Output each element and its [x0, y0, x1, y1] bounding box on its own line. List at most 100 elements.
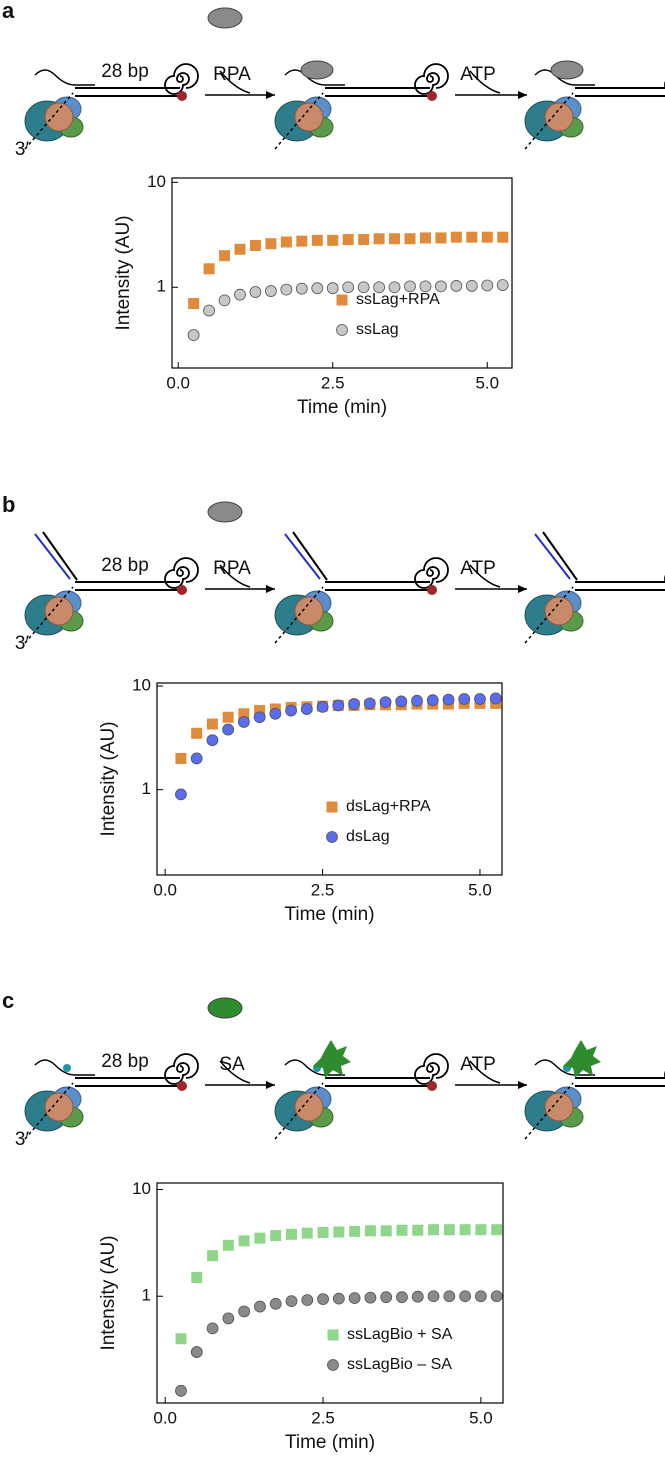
y-tick-label: 1: [142, 1286, 151, 1305]
data-point: [269, 707, 282, 720]
data-point: [317, 1227, 329, 1239]
y-axis-label: Intensity (AU): [113, 215, 134, 330]
schematic-label: SA: [219, 1054, 245, 1075]
data-point: [481, 279, 494, 292]
data-point: [357, 281, 370, 294]
data-point: [342, 281, 355, 294]
dna-dash: [24, 92, 74, 150]
data-point: [404, 233, 416, 245]
protein-blob: [294, 102, 324, 132]
protein-blob: [544, 1092, 574, 1122]
schematic-label: 3′: [15, 633, 30, 654]
x-tick-label: 0.0: [153, 1408, 177, 1427]
data-point: [443, 1290, 456, 1303]
biotin-end: [177, 585, 187, 595]
spiral: [414, 557, 449, 589]
data-point: [206, 718, 218, 730]
legend-marker: [327, 1359, 339, 1371]
data-point: [206, 734, 219, 747]
data-point: [474, 693, 486, 705]
data-point: [458, 693, 471, 705]
arrow-head: [266, 1081, 275, 1089]
data-point: [249, 240, 261, 252]
dna-dash: [524, 586, 574, 644]
data-point: [442, 693, 455, 706]
lagging-strand: [534, 533, 571, 580]
arrow-head: [518, 585, 527, 593]
biotin-end: [427, 91, 437, 101]
data-point: [238, 1305, 251, 1318]
data-point: [435, 280, 447, 293]
protein-blob: [294, 596, 324, 626]
data-point: [419, 280, 432, 293]
data-point: [188, 298, 200, 310]
legend-marker: [336, 294, 348, 306]
schematic-label: ATP: [460, 558, 496, 579]
schematic-label: RPA: [213, 558, 251, 579]
panel-label: a: [2, 0, 15, 23]
spiral: [164, 557, 199, 589]
data-point: [280, 283, 293, 296]
data-point: [364, 1291, 377, 1304]
spiral: [414, 1053, 449, 1085]
data-point: [234, 288, 246, 301]
data-point: [475, 1290, 487, 1303]
data-point: [326, 282, 339, 295]
data-point: [203, 304, 215, 317]
lagging-strand: [542, 531, 578, 581]
data-point: [191, 727, 203, 739]
schematic-label: ATP: [460, 64, 496, 85]
legend-marker: [336, 324, 348, 336]
schematic-label: ATP: [460, 1054, 496, 1075]
data-point: [427, 1290, 440, 1303]
schematic-label: 3′: [15, 1129, 30, 1150]
data-point: [497, 231, 509, 243]
data-point: [203, 263, 215, 275]
panel-label: b: [2, 492, 15, 517]
biotin: [63, 1064, 71, 1072]
data-point: [332, 699, 345, 712]
x-tick-label: 2.5: [311, 880, 335, 899]
data-point: [349, 1225, 361, 1237]
data-point: [301, 1294, 314, 1307]
protein-blob: [294, 1092, 324, 1122]
data-point: [280, 236, 292, 248]
data-point: [295, 282, 308, 295]
biotin-end: [427, 585, 437, 595]
schematic-label: 3′: [15, 139, 30, 160]
data-point: [190, 752, 203, 765]
streptavidin: [313, 1040, 351, 1078]
data-point: [222, 723, 235, 736]
data-point: [327, 234, 339, 246]
data-point: [411, 1290, 424, 1303]
data-point: [207, 1250, 219, 1262]
data-point: [311, 282, 324, 295]
ss-tail: [534, 69, 595, 86]
data-point: [332, 1292, 345, 1305]
data-point: [316, 700, 329, 713]
data-point: [317, 1293, 329, 1306]
legend-marker: [327, 1329, 339, 1341]
data-point: [363, 697, 376, 710]
arrow-head: [518, 1081, 527, 1089]
data-point: [490, 1290, 503, 1303]
data-point: [175, 752, 187, 764]
arrow-head: [266, 91, 275, 99]
ss-tail: [34, 69, 95, 86]
data-point: [187, 329, 200, 341]
x-tick-label: 5.0: [469, 1408, 493, 1427]
arrow-head: [266, 585, 275, 593]
y-tick-label: 10: [132, 676, 151, 695]
data-point: [269, 1297, 282, 1310]
data-point: [443, 1224, 455, 1236]
rpa: [550, 60, 584, 80]
dna-dash: [274, 92, 324, 150]
data-point: [300, 703, 313, 715]
spiral: [164, 63, 199, 95]
curved-arrow: [469, 70, 501, 94]
data-point: [175, 1333, 187, 1345]
lagging-strand: [292, 531, 328, 581]
data-point: [450, 280, 463, 292]
plot-frame: [171, 177, 513, 369]
data-point: [175, 1384, 187, 1397]
